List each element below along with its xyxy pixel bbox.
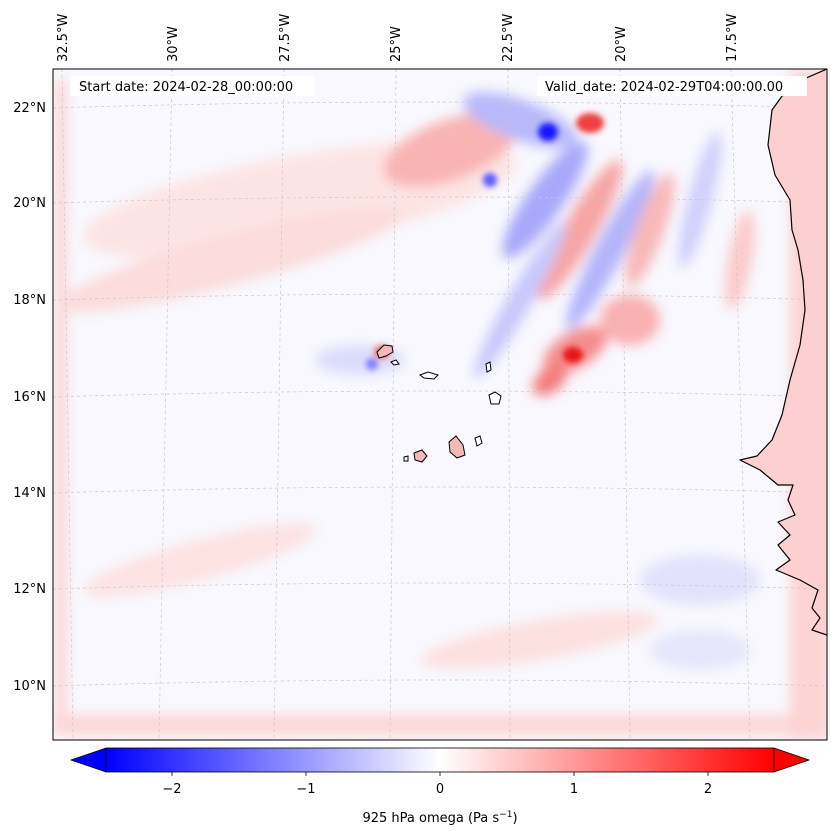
meridian-line — [158, 69, 173, 740]
omega-region — [538, 123, 558, 141]
map-frame — [52, 68, 828, 741]
colorbar-title: 925 hPa omega (Pa s−1) — [362, 810, 517, 826]
lon-label: 32.5°W — [56, 14, 71, 62]
colorbar-tick-label: −2 — [162, 782, 181, 797]
parallel-line — [53, 486, 827, 494]
omega-boundary-left — [56, 80, 66, 730]
colorbar-title-main: 925 hPa omega (Pa s — [362, 811, 499, 826]
island-maio — [474, 435, 483, 447]
colorbar-tick-label: −1 — [296, 782, 315, 797]
colorbar-tick-label: 1 — [570, 782, 578, 797]
omega-region — [576, 113, 604, 133]
colorbar-title-sup: −1 — [499, 810, 512, 820]
omega-region — [537, 160, 623, 300]
colorbar-extend-min — [69, 747, 107, 773]
omega-region — [83, 523, 317, 597]
island-santiago — [448, 435, 466, 459]
omega-region — [421, 611, 659, 669]
island-brava — [403, 455, 409, 462]
colorbar: −2 −1 0 1 2 925 hPa omega (Pa s−1) — [69, 747, 811, 826]
longitude-labels: 32.5°W 30°W 27.5°W 25°W 22.5°W 20°W 17.5… — [56, 14, 740, 62]
lat-label: 18°N — [13, 293, 46, 308]
omega-region — [678, 132, 722, 268]
colorbar-tick-label: 0 — [436, 782, 444, 797]
island-santo-antao — [376, 344, 394, 359]
omega-region — [532, 364, 568, 396]
lat-label: 10°N — [13, 679, 46, 694]
lon-label: 22.5°W — [501, 14, 516, 62]
omega-region — [502, 141, 588, 259]
colorbar-title-end: ) — [512, 811, 517, 826]
lat-label: 14°N — [13, 486, 46, 501]
colorbar-tick-label: 2 — [704, 782, 712, 797]
island-sao-vicente — [390, 359, 400, 366]
island-fogo — [413, 449, 428, 463]
omega-region — [565, 170, 655, 330]
lon-label: 20°W — [614, 26, 629, 62]
omega-region — [366, 358, 378, 370]
meridian-line — [389, 69, 397, 740]
parallel-line — [53, 293, 827, 301]
parallel-line — [53, 679, 827, 687]
lon-label: 27.5°W — [278, 14, 293, 62]
omega-region — [56, 207, 404, 313]
lon-label: 25°W — [389, 26, 404, 62]
meridian-line — [273, 69, 285, 740]
omega-region — [483, 173, 497, 187]
valid-date-box — [537, 76, 807, 96]
colorbar-extend-max — [773, 747, 811, 773]
island-sao-nicolau — [418, 371, 439, 380]
meridian-line — [730, 69, 751, 740]
omega-region — [473, 221, 567, 379]
island-boa-vista — [488, 391, 502, 405]
cape-verde-islands — [376, 344, 502, 463]
omega-region — [563, 347, 583, 363]
colorbar-bar — [105, 747, 775, 773]
lat-label: 22°N — [13, 101, 46, 116]
omega-boundary-bottom — [53, 715, 827, 735]
meridian-line — [619, 69, 631, 740]
lat-label: 12°N — [13, 582, 46, 597]
lon-label: 17.5°W — [725, 14, 740, 62]
parallel-line — [53, 390, 827, 398]
african-coastline — [739, 69, 827, 636]
valid-date-label: Valid_date: 2024-02-29T04:00:00.00 — [545, 80, 783, 95]
lat-label: 20°N — [13, 196, 46, 211]
omega-region — [725, 210, 755, 310]
meridian-line — [61, 69, 74, 740]
omega-region — [383, 113, 517, 187]
start-date-label: Start date: 2024-02-28_00:00:00 — [79, 80, 293, 95]
omega-region — [650, 630, 750, 670]
omega-region — [640, 555, 760, 605]
island-sal — [485, 361, 492, 373]
parallel-line — [53, 101, 827, 109]
map-panel: Start date: 2024-02-28_00:00:00 Valid_da… — [53, 69, 827, 740]
parallel-line — [53, 582, 827, 590]
lon-label: 30°W — [166, 26, 181, 62]
meridian-line — [507, 69, 511, 740]
lat-label: 16°N — [13, 390, 46, 405]
parallel-line — [53, 196, 827, 204]
graticule — [53, 69, 827, 740]
latitude-labels: 22°N 20°N 18°N 16°N 14°N 12°N 10°N — [13, 101, 46, 694]
start-date-box — [70, 76, 315, 96]
omega-region — [600, 295, 660, 345]
omega-region — [625, 173, 675, 287]
